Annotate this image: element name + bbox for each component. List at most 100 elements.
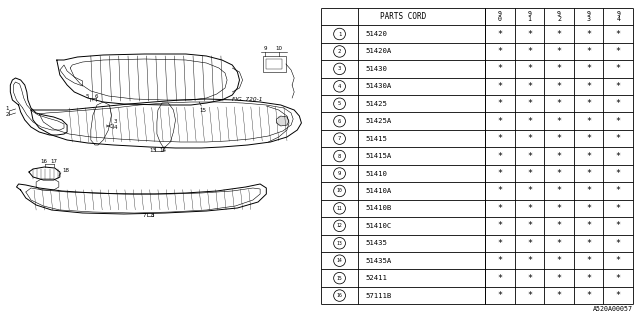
Text: *: * bbox=[497, 291, 502, 300]
Text: *: * bbox=[616, 204, 621, 213]
Text: 16: 16 bbox=[40, 159, 47, 164]
Text: 9
4: 9 4 bbox=[616, 11, 620, 22]
Text: *: * bbox=[527, 239, 532, 248]
Text: *: * bbox=[527, 82, 532, 91]
Text: 18: 18 bbox=[62, 168, 69, 173]
Text: *: * bbox=[497, 99, 502, 108]
Text: *: * bbox=[497, 82, 502, 91]
Text: 8: 8 bbox=[338, 154, 341, 159]
Text: 14: 14 bbox=[159, 148, 166, 153]
Text: *: * bbox=[557, 291, 561, 300]
Text: *: * bbox=[497, 204, 502, 213]
Text: *: * bbox=[497, 152, 502, 161]
Text: 51410: 51410 bbox=[366, 171, 388, 177]
Text: 9
3: 9 3 bbox=[587, 11, 591, 22]
Text: *: * bbox=[527, 221, 532, 230]
Text: *: * bbox=[497, 239, 502, 248]
Text: 12: 12 bbox=[337, 223, 342, 228]
Text: 51420: 51420 bbox=[366, 31, 388, 37]
Text: *: * bbox=[586, 99, 591, 108]
Text: *: * bbox=[557, 117, 561, 126]
Text: *: * bbox=[497, 134, 502, 143]
Text: *: * bbox=[616, 64, 621, 73]
Text: 51435: 51435 bbox=[366, 240, 388, 246]
Text: *: * bbox=[616, 291, 621, 300]
Text: *: * bbox=[557, 187, 561, 196]
Text: *: * bbox=[497, 221, 502, 230]
Text: *: * bbox=[616, 134, 621, 143]
Text: 16: 16 bbox=[337, 293, 342, 298]
Text: *: * bbox=[557, 47, 561, 56]
Text: 51415A: 51415A bbox=[366, 153, 392, 159]
Text: *: * bbox=[616, 47, 621, 56]
Text: *: * bbox=[497, 274, 502, 283]
Text: *: * bbox=[586, 134, 591, 143]
Text: *: * bbox=[616, 169, 621, 178]
Text: *: * bbox=[586, 187, 591, 196]
Text: *: * bbox=[527, 99, 532, 108]
Text: *: * bbox=[527, 256, 532, 265]
Text: *: * bbox=[586, 47, 591, 56]
Text: 4: 4 bbox=[338, 84, 341, 89]
Text: *: * bbox=[557, 64, 561, 73]
Text: 14: 14 bbox=[337, 258, 342, 263]
Text: 1: 1 bbox=[338, 31, 341, 36]
Text: *: * bbox=[557, 256, 561, 265]
Text: *: * bbox=[557, 204, 561, 213]
Text: 9: 9 bbox=[264, 46, 267, 51]
Bar bbox=[263, 56, 286, 72]
Text: *: * bbox=[616, 29, 621, 38]
Text: *: * bbox=[527, 152, 532, 161]
Text: *: * bbox=[616, 274, 621, 283]
Text: *: * bbox=[586, 152, 591, 161]
Text: 9: 9 bbox=[338, 171, 341, 176]
Text: *: * bbox=[527, 134, 532, 143]
Text: *: * bbox=[497, 169, 502, 178]
Text: 3: 3 bbox=[338, 66, 341, 71]
Text: 3: 3 bbox=[113, 119, 117, 124]
Text: 51425: 51425 bbox=[366, 101, 388, 107]
Text: *: * bbox=[557, 99, 561, 108]
Text: *: * bbox=[586, 256, 591, 265]
Text: *: * bbox=[527, 117, 532, 126]
Bar bbox=[266, 59, 282, 69]
Text: *: * bbox=[557, 221, 561, 230]
Text: 8: 8 bbox=[151, 213, 154, 218]
Text: *: * bbox=[586, 29, 591, 38]
Text: FIG. 720-1: FIG. 720-1 bbox=[232, 97, 263, 102]
Text: *: * bbox=[616, 239, 621, 248]
Text: 5: 5 bbox=[86, 94, 90, 99]
Text: 51430: 51430 bbox=[366, 66, 388, 72]
Text: 13: 13 bbox=[337, 241, 342, 246]
Text: 52411: 52411 bbox=[366, 275, 388, 281]
Text: 5: 5 bbox=[338, 101, 341, 106]
Text: 1: 1 bbox=[5, 106, 9, 111]
Text: 4: 4 bbox=[113, 125, 117, 130]
Text: *: * bbox=[557, 82, 561, 91]
Text: 15: 15 bbox=[337, 276, 342, 281]
Text: 13: 13 bbox=[149, 148, 156, 153]
Text: *: * bbox=[557, 274, 561, 283]
Text: 2: 2 bbox=[5, 112, 9, 117]
Text: *: * bbox=[527, 204, 532, 213]
Text: *: * bbox=[586, 64, 591, 73]
Text: *: * bbox=[557, 29, 561, 38]
Text: *: * bbox=[527, 29, 532, 38]
Text: 10: 10 bbox=[275, 46, 282, 51]
Text: 7: 7 bbox=[338, 136, 341, 141]
Text: *: * bbox=[586, 169, 591, 178]
Text: *: * bbox=[586, 221, 591, 230]
Text: *: * bbox=[586, 204, 591, 213]
Text: 51435A: 51435A bbox=[366, 258, 392, 264]
Text: *: * bbox=[586, 291, 591, 300]
Text: *: * bbox=[497, 47, 502, 56]
Text: *: * bbox=[616, 99, 621, 108]
Text: *: * bbox=[616, 117, 621, 126]
Text: 17: 17 bbox=[50, 159, 57, 164]
Text: *: * bbox=[497, 187, 502, 196]
Text: *: * bbox=[586, 82, 591, 91]
Text: 51420A: 51420A bbox=[366, 48, 392, 54]
Text: A520A00057: A520A00057 bbox=[593, 306, 633, 312]
Text: *: * bbox=[527, 274, 532, 283]
Text: *: * bbox=[557, 134, 561, 143]
